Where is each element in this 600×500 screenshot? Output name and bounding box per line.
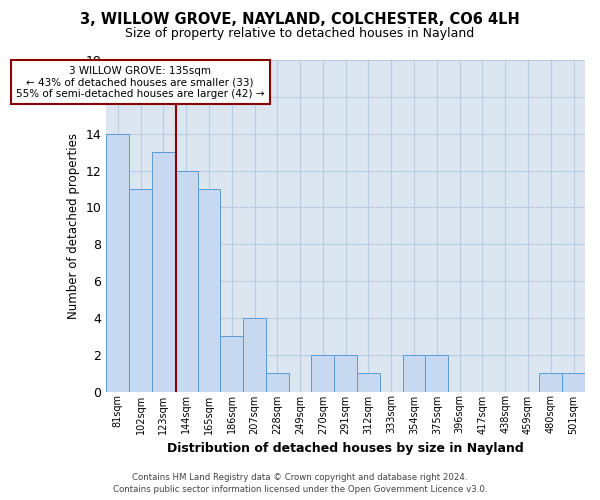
Bar bbox=[243, 318, 266, 392]
Bar bbox=[357, 373, 380, 392]
Bar bbox=[403, 354, 425, 392]
Bar bbox=[334, 354, 357, 392]
Text: 3 WILLOW GROVE: 135sqm
← 43% of detached houses are smaller (33)
55% of semi-det: 3 WILLOW GROVE: 135sqm ← 43% of detached… bbox=[16, 66, 265, 98]
Bar bbox=[175, 170, 197, 392]
Bar bbox=[311, 354, 334, 392]
Bar bbox=[129, 189, 152, 392]
Bar bbox=[220, 336, 243, 392]
Bar bbox=[106, 134, 129, 392]
Text: Size of property relative to detached houses in Nayland: Size of property relative to detached ho… bbox=[125, 28, 475, 40]
X-axis label: Distribution of detached houses by size in Nayland: Distribution of detached houses by size … bbox=[167, 442, 524, 455]
Y-axis label: Number of detached properties: Number of detached properties bbox=[67, 133, 80, 319]
Bar bbox=[562, 373, 585, 392]
Text: 3, WILLOW GROVE, NAYLAND, COLCHESTER, CO6 4LH: 3, WILLOW GROVE, NAYLAND, COLCHESTER, CO… bbox=[80, 12, 520, 28]
Text: Contains HM Land Registry data © Crown copyright and database right 2024.
Contai: Contains HM Land Registry data © Crown c… bbox=[113, 472, 487, 494]
Bar bbox=[266, 373, 289, 392]
Bar bbox=[197, 189, 220, 392]
Bar bbox=[425, 354, 448, 392]
Bar bbox=[539, 373, 562, 392]
Bar bbox=[152, 152, 175, 392]
